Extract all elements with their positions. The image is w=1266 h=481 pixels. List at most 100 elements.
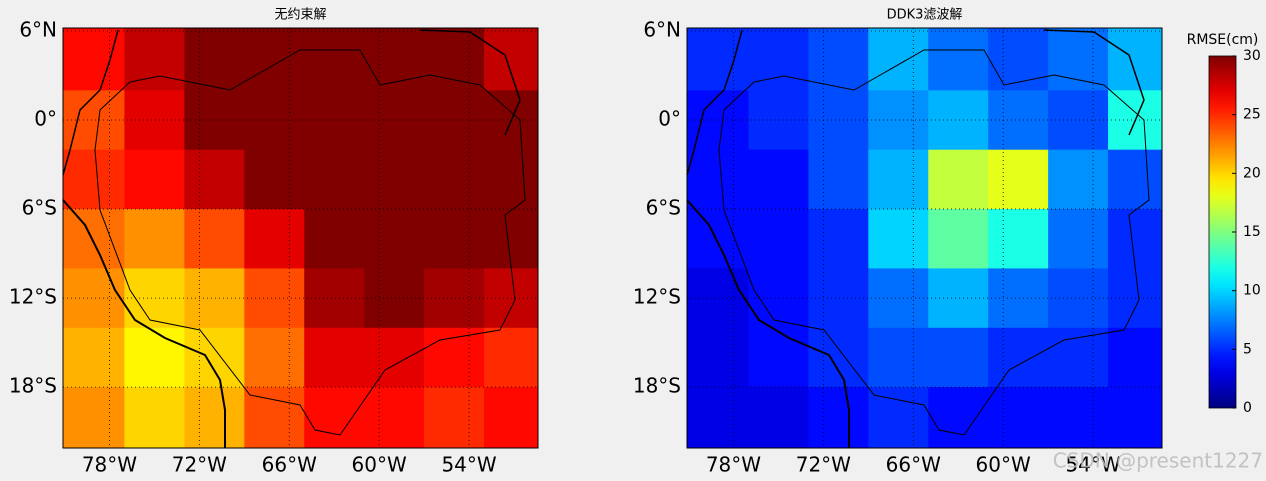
colorbar-tick-label: 30 [1243, 48, 1261, 64]
x-tick-label: 72°W [796, 453, 851, 477]
cell [484, 387, 539, 449]
cell [748, 90, 809, 151]
cell [364, 387, 425, 449]
x-tick-label: 54°W [1065, 453, 1120, 477]
x-tick-label: 60°W [976, 453, 1031, 477]
colorbar-tick-label: 15 [1243, 224, 1261, 240]
cell [124, 90, 185, 151]
cell [868, 268, 929, 329]
cell [1048, 28, 1109, 91]
cell [63, 327, 125, 388]
cell [244, 209, 305, 269]
cell [63, 149, 125, 210]
cell [1048, 90, 1109, 151]
x-tick-label: 54°W [441, 453, 496, 477]
y-tick-label: 0° [34, 107, 57, 131]
cell [808, 268, 869, 329]
cell [364, 327, 425, 388]
cell [748, 209, 809, 269]
cell [63, 268, 125, 329]
cell [484, 209, 539, 269]
cell [1108, 28, 1163, 91]
coastline [686, 199, 850, 448]
cell [928, 209, 989, 269]
cell [808, 90, 869, 151]
cell [304, 28, 365, 91]
y-tick-label: 0° [658, 107, 681, 131]
x-tick-label: 66°W [262, 453, 317, 477]
y-tick-label: 6°S [22, 196, 57, 220]
map-frame [62, 27, 539, 449]
cell [687, 268, 749, 329]
cell [424, 90, 485, 151]
cell [928, 28, 989, 91]
cell [988, 327, 1049, 388]
cell [424, 327, 485, 388]
cell [484, 149, 539, 210]
cell [484, 28, 539, 91]
cell [868, 90, 929, 151]
cell [868, 387, 929, 449]
cell [1108, 327, 1163, 388]
cell [988, 387, 1049, 449]
cell [748, 28, 809, 91]
cell [364, 28, 425, 91]
coastline [419, 29, 521, 136]
cell [184, 327, 245, 388]
cell [808, 149, 869, 210]
cell [424, 268, 485, 329]
cell [928, 268, 989, 329]
cell [63, 90, 125, 151]
panel: 78°W 72°W 66°W 60°W 54°W 6°N 0° 6°S 12°S 18°S 无约束解 [9, 8, 539, 477]
cell [808, 327, 869, 388]
cell [748, 387, 809, 449]
cell [988, 90, 1049, 151]
colorbar-tick-label: 20 [1243, 165, 1261, 181]
colorbar-tick-label: 25 [1243, 107, 1261, 123]
colorbar-tick-label: 5 [1243, 341, 1252, 357]
cell [184, 209, 245, 269]
cell [63, 387, 125, 449]
outlines [686, 29, 1150, 448]
cell [1048, 327, 1109, 388]
cell [244, 28, 305, 91]
cell [124, 149, 185, 210]
cell [868, 149, 929, 210]
cell [63, 28, 125, 91]
x-tick-label: 78°W [82, 453, 137, 477]
cell [928, 387, 989, 449]
cell [1048, 268, 1109, 329]
cell [184, 149, 245, 210]
cell [184, 90, 245, 151]
cell [1108, 387, 1163, 449]
colorbar-tick-label: 10 [1243, 283, 1261, 299]
map-frame [686, 27, 1163, 449]
cell [124, 28, 185, 91]
cell [808, 209, 869, 269]
cell [687, 387, 749, 449]
cell [687, 209, 749, 269]
cell [364, 90, 425, 151]
colorbar-scale [1208, 55, 1237, 409]
y-tick-label: 6°N [643, 17, 681, 41]
cell [304, 209, 365, 269]
cell [364, 268, 425, 329]
basin-outline [94, 49, 526, 436]
cell [868, 327, 929, 388]
x-tick-label: 66°W [886, 453, 941, 477]
cell [124, 327, 185, 388]
cell [928, 149, 989, 210]
chart-title: DDK3滤波解 [887, 8, 963, 23]
cell [988, 149, 1049, 210]
y-tick-label: 6°S [646, 196, 681, 220]
cell [687, 90, 749, 151]
cell [244, 327, 305, 388]
cell [304, 149, 365, 210]
cell [1108, 149, 1163, 210]
cell [184, 28, 245, 91]
cell [868, 28, 929, 91]
cell [184, 268, 245, 329]
basin-outline [718, 49, 1150, 436]
cell [928, 90, 989, 151]
cell [424, 28, 485, 91]
